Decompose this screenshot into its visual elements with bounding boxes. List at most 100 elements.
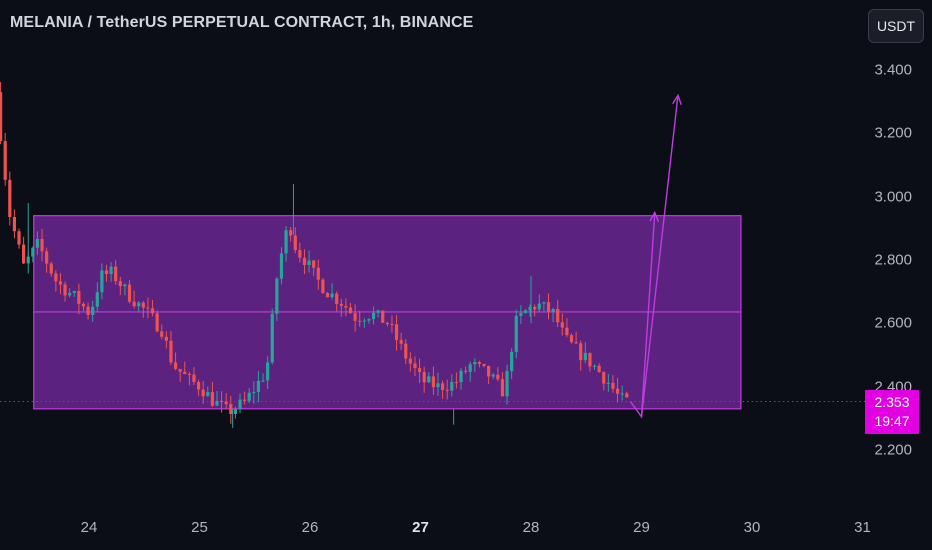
- candle-body: [445, 389, 449, 391]
- candle-body: [68, 292, 72, 296]
- candle-body: [427, 376, 431, 383]
- candle-body: [583, 352, 587, 361]
- candle-body: [390, 324, 394, 326]
- candle-body: [160, 331, 164, 337]
- candle-body: [123, 284, 127, 287]
- x-tick-label: 24: [80, 519, 98, 536]
- candle-body: [40, 238, 44, 252]
- candle-body: [100, 270, 104, 293]
- candle-body: [54, 273, 58, 282]
- candle-body: [569, 335, 574, 343]
- candle-body: [344, 305, 348, 308]
- candle-body: [602, 372, 606, 384]
- candle-body: [551, 308, 555, 312]
- y-tick-label: 3.400: [874, 61, 912, 79]
- candle-body: [312, 260, 316, 268]
- candle-body: [192, 374, 196, 383]
- candle-body: [537, 303, 541, 310]
- candle-body: [487, 365, 491, 377]
- candle-body: [45, 251, 49, 264]
- candle-body: [146, 307, 150, 309]
- candle-body: [441, 383, 445, 390]
- candle-body: [0, 92, 3, 142]
- candle-body: [302, 257, 307, 266]
- candle-body: [579, 343, 583, 361]
- candle-body: [8, 179, 12, 218]
- candle-body: [58, 281, 63, 285]
- candle-body: [353, 313, 357, 321]
- candle-body: [233, 409, 238, 415]
- candle-body: [473, 362, 477, 365]
- candle-body: [178, 368, 182, 372]
- candles-layer: [0, 81, 629, 428]
- currency-button[interactable]: USDT: [868, 9, 924, 43]
- candle-body: [293, 235, 297, 250]
- y-tick-label: 2.800: [874, 251, 912, 269]
- candle-body: [606, 382, 610, 384]
- candle-body: [514, 315, 518, 352]
- candle-body: [270, 313, 274, 363]
- candle-body: [404, 343, 408, 359]
- candle-body: [330, 293, 334, 298]
- candle-body: [224, 401, 228, 405]
- candle-body: [482, 363, 486, 366]
- candle-body: [252, 391, 256, 393]
- candle-body: [210, 392, 214, 406]
- candle-body: [298, 249, 302, 258]
- candle-body: [155, 313, 159, 332]
- current-price-value: 2.353: [874, 394, 910, 410]
- candle-body: [63, 284, 67, 296]
- candle-body: [109, 266, 113, 275]
- candle-body: [615, 388, 620, 394]
- candle-body: [183, 371, 187, 374]
- candle-body: [496, 374, 500, 380]
- candle-body: [371, 312, 376, 320]
- candle-body: [417, 368, 422, 373]
- candle-body: [279, 253, 284, 279]
- candle-body: [289, 230, 293, 236]
- candle-body: [81, 303, 86, 307]
- candle-body: [261, 380, 265, 382]
- candle-body: [187, 373, 191, 375]
- candle-body: [164, 336, 168, 341]
- candle-body: [150, 308, 155, 314]
- candle-body: [468, 364, 472, 372]
- candle-body: [77, 291, 81, 304]
- candle-body: [95, 292, 99, 307]
- projection-arrows-layer: [629, 93, 682, 419]
- candle-body: [367, 319, 371, 321]
- x-tick-label: 27: [412, 519, 429, 536]
- candle-body: [22, 244, 26, 264]
- candle-body: [238, 399, 242, 410]
- y-tick-label: 3.000: [874, 188, 912, 206]
- candle-body: [243, 399, 247, 401]
- candle-body: [477, 362, 482, 364]
- y-tick-label: 3.200: [874, 124, 912, 142]
- candle-body: [49, 263, 53, 274]
- candle-body: [220, 400, 224, 402]
- chart-title: MELANIA / TetherUS PERPETUAL CONTRACT, 1…: [10, 14, 474, 31]
- candle-body: [500, 379, 505, 397]
- y-tick-label: 2.200: [874, 441, 912, 459]
- candle-body: [275, 278, 279, 314]
- candle-body: [86, 306, 90, 315]
- candle-body: [450, 382, 454, 391]
- candle-body: [505, 371, 509, 397]
- candle-body: [385, 322, 389, 325]
- candle-body: [321, 279, 325, 293]
- candle-body: [215, 400, 219, 406]
- candle-body: [12, 217, 17, 232]
- candle-body: [546, 302, 551, 312]
- candle-body: [376, 310, 380, 313]
- projection-arrow-upper: [640, 95, 679, 417]
- projection-arrowhead-lower: [649, 210, 660, 223]
- candle-body: [339, 303, 343, 306]
- candle-body: [316, 267, 320, 280]
- x-tick-label: 29: [633, 519, 650, 536]
- candle-body: [510, 351, 514, 372]
- candle-body: [104, 270, 109, 275]
- candle-body: [464, 370, 468, 372]
- candle-body: [137, 302, 141, 307]
- candle-body: [169, 340, 173, 363]
